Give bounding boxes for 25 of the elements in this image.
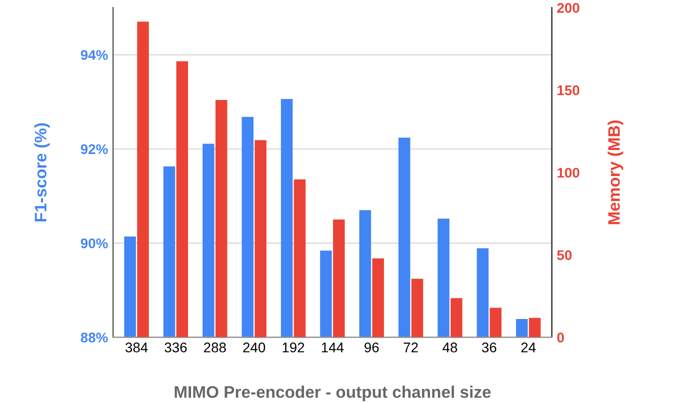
y2-tick-label: 0 [557,332,564,342]
y-axis-title: F1-score (%) [34,123,50,222]
x-tick-label: 240 [243,342,266,352]
y-tick-label: 88% [80,332,108,342]
bar [411,278,424,338]
x-tick-label: 384 [125,342,148,352]
y2-axis-title: Memory (MB) [608,120,624,224]
x-tick-label: 96 [364,342,379,352]
y-tick-label: 92% [80,144,108,154]
x-tick-label: 72 [404,342,418,352]
x-tick-label: 24 [521,342,536,352]
x-tick-label: 192 [282,342,304,352]
y2-tick-label: 200 [557,2,580,13]
x-tick-label: 48 [442,342,458,352]
y2-tick-label: 50 [557,250,572,260]
x-tick-label: 288 [204,342,226,352]
x-axis-title: MIMO Pre-encoder - output channel size [174,386,491,402]
bar [137,22,149,338]
x-tick-label: 36 [482,342,496,352]
y-tick-label: 94% [80,50,108,60]
y2-tick-label: 150 [558,85,580,96]
y2-tick-label: 100 [558,168,580,178]
x-tick-label: 336 [164,342,187,352]
x-tick-label: 144 [322,342,344,352]
y-tick-label: 90% [80,238,108,248]
